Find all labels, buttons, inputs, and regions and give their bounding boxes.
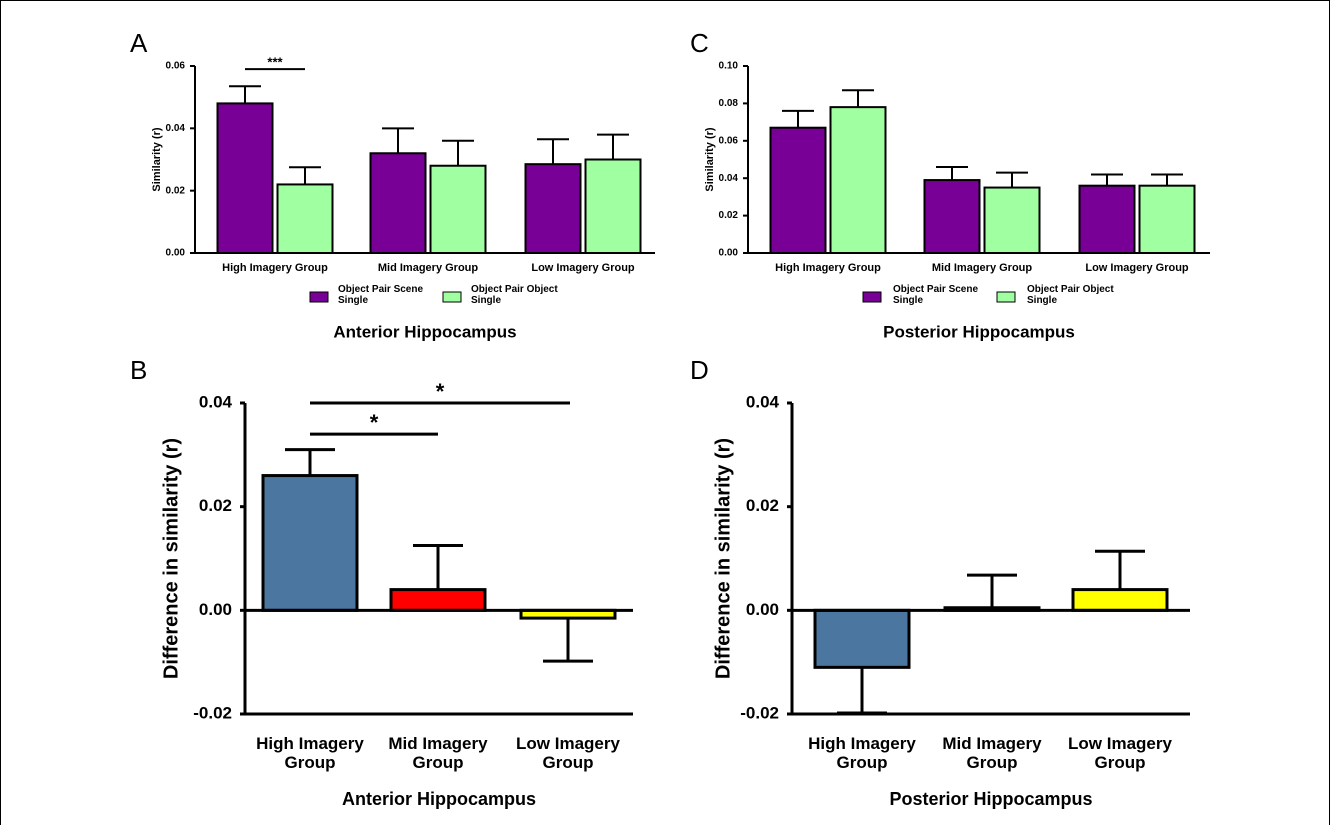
x-tick-label-box: High Imagery Group [775,262,881,274]
y-tick-label: 0.00 [719,248,739,259]
x-axis-title: Posterior Hippocampus [883,322,1075,341]
y-tick-label: 0.02 [746,496,779,515]
x-tick-label: Low Imagery Group [1068,735,1172,772]
x-tick-label: Low Imagery Group [531,262,635,274]
x-tick-label: High Imagery Group [808,735,916,772]
x-tick-label-box: High Imagery Group [808,735,916,772]
x-tick-label-box: High Imagery Group [256,735,364,772]
bar [1071,588,1169,612]
panel-letter: C [690,28,709,58]
y-tick-label: -0.02 [740,703,779,722]
bar [261,474,359,612]
x-tick-label: Mid Imagery Group [388,735,488,772]
bar [524,163,582,254]
legend-label-box: Object Pair Scene Single [893,284,979,306]
bar [389,588,487,612]
y-tick-label: 0.02 [199,496,232,515]
bar [923,179,981,255]
y-tick-label: 0.04 [166,123,186,134]
bar [1078,184,1136,254]
y-tick-label: 0.08 [719,98,739,109]
x-tick-label-box: Mid Imagery Group [942,735,1042,772]
x-tick-label: Mid Imagery Group [942,735,1042,772]
y-tick-label: 0.04 [719,173,739,184]
panel-letter: A [130,28,148,58]
x-tick-label-box: Mid Imagery Group [931,262,1033,274]
x-tick-label: Low Imagery Group [516,735,620,772]
bar [216,102,274,255]
y-tick-label: 0.06 [719,135,739,146]
y-axis-label: Difference in similarity (r) [160,438,182,679]
legend-label: Object Pair Scene Single [338,284,424,306]
significance-label: * [370,410,379,435]
legend-swatch [996,291,1016,303]
y-tick-label: 0.04 [199,392,233,411]
x-tick-label: High Imagery Group [222,262,328,274]
y-tick-label: 0.06 [166,61,186,72]
x-axis-title: Posterior Hippocampus [889,789,1092,809]
x-tick-label: High Imagery Group [775,262,881,274]
x-tick-label-box: Mid Imagery Group [377,262,479,274]
bar [769,126,827,254]
x-tick-label: Mid Imagery Group [377,262,479,274]
x-tick-label: High Imagery Group [256,735,364,772]
x-tick-label-box: Low Imagery Group [1085,262,1189,274]
legend-swatch [442,291,462,303]
x-tick-label-box: Low Imagery Group [516,735,620,772]
legend-swatch [309,291,329,303]
significance-label: * [436,379,445,404]
y-tick-label: 0.02 [166,185,186,196]
x-tick-label-box: Low Imagery Group [531,262,635,274]
bar [829,106,887,254]
bar [429,164,487,255]
bar [584,158,642,254]
significance-label: *** [267,55,283,70]
legend-swatch [862,291,882,303]
bar [276,183,334,254]
legend-label: Object Pair Object Single [1027,284,1114,306]
y-tick-label: 0.00 [199,600,232,619]
legend-label: Object Pair Scene Single [893,284,979,306]
y-tick-label: 0.02 [719,210,739,221]
legend-label-box: Object Pair Scene Single [338,284,424,306]
y-tick-label: 0.04 [746,392,780,411]
y-tick-label: 0.00 [166,248,186,259]
panel-letter: B [130,355,147,385]
x-axis-title: Anterior Hippocampus [333,322,516,341]
y-axis-label: Similarity (r) [151,127,163,192]
y-tick-label: 0.10 [719,61,739,72]
bar [983,186,1041,254]
y-axis-label: Difference in similarity (r) [712,438,734,679]
y-tick-label: -0.02 [193,703,232,722]
x-tick-label-box: High Imagery Group [222,262,328,274]
bar [813,608,911,669]
x-tick-label: Mid Imagery Group [931,262,1033,274]
bar [369,152,427,254]
y-tick-label: 0.00 [746,600,779,619]
x-axis-title: Anterior Hippocampus [342,789,536,809]
legend-label-box: Object Pair Object Single [471,284,558,306]
x-tick-label-box: Low Imagery Group [1068,735,1172,772]
y-axis-label: Similarity (r) [704,127,716,192]
panel-letter: D [690,355,709,385]
bar [1138,184,1196,254]
x-tick-label-box: Mid Imagery Group [388,735,488,772]
legend-label: Object Pair Object Single [471,284,558,306]
legend-label-box: Object Pair Object Single [1027,284,1114,306]
x-tick-label: Low Imagery Group [1085,262,1189,274]
